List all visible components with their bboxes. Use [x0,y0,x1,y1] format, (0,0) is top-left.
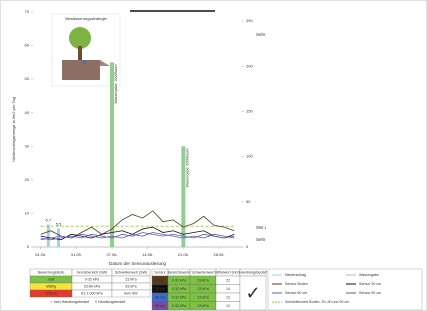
table-text: 14 [226,287,230,291]
table-text: 60 cm [155,295,165,299]
table-text: Bewertungsstufe [38,271,65,275]
inset: Bewässerungsstrategie [52,14,120,86]
side-label: Sehr feucht [256,237,280,242]
bar-annotation: Wassergabe: 200l/Baum [114,64,118,103]
table-note: ✓ kein Handlungsbedarf [50,300,89,304]
tree-trunk [78,46,82,62]
y-tick-label: 50 [25,76,30,81]
table-text: Sensor [154,271,166,275]
y-tick-label: 30 [25,143,30,148]
x-tick-label: 28.06. [213,252,224,257]
legend-label: Sensor 60 cm [285,291,307,295]
bar-annotation: Wassergabe: 100l/Baum [185,148,189,187]
table-text: 23 kPa [197,295,208,299]
table-text: Mittelwert (inch) [215,271,240,275]
side-label: Sehr trocken [256,32,282,37]
table-text: 12 [226,304,230,308]
inset-title: Bewässerungsstrategie [65,16,107,21]
side-labels: Sehr trocken SW 23 kPa Sehr feucht [256,32,282,242]
y2-tick-label: 50 [246,199,251,204]
table-text: kein SW [124,292,138,296]
table-text: 23 kPa [197,304,208,308]
table-text: 0-32 kPa [172,304,186,308]
table-text: 0-32 kPa [172,287,186,291]
y-tick-label: 20 [25,177,30,182]
table-text: 81-1.000 kPa [81,292,102,296]
legend-label: Niederschlag [285,273,306,277]
series-line [41,233,235,240]
y2-tick-label: 200 [246,63,253,68]
series-line [41,211,235,238]
legend-label: Sensor 30 cm [359,282,381,286]
table-text: 23 kPa [197,278,208,282]
x-tick-label: 31.05. [71,252,82,257]
y-tick-label: 60 [25,43,30,48]
bar [57,229,60,247]
table-text: 0-32 kPa [85,278,99,282]
legend-label: Schwellenwert Boden, 30, 60 und 90 cm [285,300,349,304]
tree-crown [69,27,91,49]
table-text: 0-32 kPa [172,278,186,282]
page: Bewässerungsstrategie 0 10 20 30 40 50 60 70 0 50… [0,0,427,311]
y-tick-label: 0 [27,244,30,249]
table-text: Kritisch [45,292,57,296]
soil [62,60,100,80]
table-note: !! Handlungsbedarf [95,300,125,304]
table-text: Grenzbereich (SW) [77,271,108,275]
table-text: Handlungsbedarf [239,271,266,275]
y-axis-label: Niederschlagsmenge in l/m2 pro Tag [11,97,16,162]
table-text: Bereichswerte [168,271,191,275]
sensor-dot [83,61,86,64]
table-text: 90 cm [155,304,165,308]
y-tick-label: 10 [25,210,30,215]
table-text: 63 kPa [125,285,136,289]
table-text: 23 kPa [197,287,208,291]
table-text: 22 [226,278,230,282]
table-text: 12 [226,295,230,299]
table-text: Boden [155,278,165,282]
legend-label: Wassergabe [359,273,379,277]
table-text: Schwellenwert (SW) [115,271,147,275]
y2-tick-label: 250 [246,18,253,23]
table-text: Mäßig [46,285,56,289]
y2-tick-label: 150 [246,108,253,113]
y-tick-label: 40 [25,110,30,115]
table-text: Schwellenwert [191,271,214,275]
table-text: Gut [48,278,54,282]
legend-label: Sensor 90 cm [359,291,381,295]
x-tick-label: 21.06. [178,252,189,257]
y2-tick-label: 0 [246,244,249,249]
table-text: 30 cm [155,287,165,291]
legend-label: Sensor Boden [285,282,308,286]
x-axis-label: Datum der Sensorauslesung [109,261,167,266]
y-tick-label: 70 [25,9,30,14]
x-tick-label: 24.05. [35,252,46,257]
table-text: 33-80 kPa [84,285,100,289]
table-text: 23 kPa [125,278,136,282]
x-tick-label: 07.06. [106,252,117,257]
status-check: ✓ [245,283,260,303]
y2-tick-label: 100 [246,154,253,159]
data-label: 6.7 [46,218,52,223]
x-tick-label: 14.06. [142,252,153,257]
table-text: 0-32 kPa [172,295,186,299]
side-label: SW 23 kPa [256,225,279,230]
bar [47,225,50,247]
